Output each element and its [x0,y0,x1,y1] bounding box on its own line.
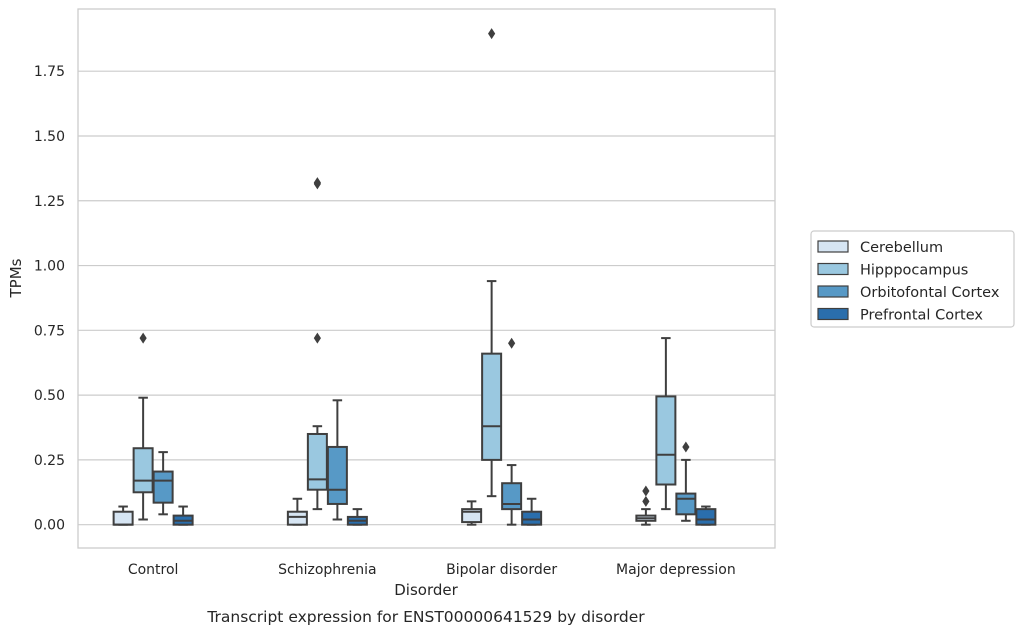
box-iqr [655,395,677,486]
box-iqr [501,482,523,511]
box-2-3 [521,497,543,526]
outlier-marker [642,495,650,507]
y-tick-label: 1.00 [34,259,65,275]
outlier-marker [508,337,516,349]
box-2-0 [461,500,483,526]
outlier-marker [682,441,690,453]
box-3-3 [695,505,717,526]
y-tick-label: 0.00 [34,518,65,534]
box-iqr [695,508,717,526]
plot-frame [77,8,776,549]
y-gridlines [78,70,775,526]
y-tick-label: 0.75 [34,323,65,339]
x-tick-label: Bipolar disorder [446,562,557,578]
x-tick-label: Control [128,562,179,578]
legend-label: Orbitofontal Cortex [860,285,1000,301]
legend: Cerebellum Hipppocampus Orbitofontal Corte… [810,230,1015,328]
box-1-0 [286,497,308,526]
box-3-0 [635,485,657,526]
box-iqr [152,470,174,504]
box-2-2 [501,337,523,526]
box-0-2 [152,451,174,516]
box-0-0 [112,505,134,526]
box-iqr [481,352,503,461]
outlier-marker [488,28,496,40]
y-axis-title: TPMs [7,258,25,298]
x-axis-title: Disorder [394,581,458,599]
x-tick-label: Major depression [616,562,736,578]
box-3-2 [675,441,697,522]
y-tick-label: 1.25 [34,194,65,210]
box-groups [112,28,717,526]
legend-label: Hipppocampus [860,263,968,279]
legend-swatch [817,307,849,321]
outlier-marker [642,485,650,497]
x-tick-label: Schizophrenia [278,562,376,578]
box-iqr [675,492,697,516]
legend-label: Prefrontal Cortex [860,308,983,324]
box-iqr [306,432,328,491]
box-iqr [132,447,154,494]
outlier-marker [313,177,321,189]
box-0-3 [172,505,194,526]
box-iqr [326,445,348,505]
box-iqr [286,510,308,526]
box-iqr [521,510,543,526]
y-tick-label: 0.25 [34,453,65,469]
x-tick-labels: Control Schizophrenia Bipolar disorder Majo… [128,562,736,578]
box-3-1 [655,337,677,511]
y-tick-label: 1.50 [34,129,65,145]
box-iqr [112,510,134,526]
legend-frame [810,230,1015,328]
outlier-marker [313,332,321,344]
y-tick-label: 1.75 [34,64,65,80]
box-1-3 [346,508,368,526]
outlier-marker [139,332,147,344]
legend-label: Cerebellum [860,240,943,256]
legend-swatch [817,285,849,298]
box-1-2 [326,399,348,521]
legend-swatch [817,262,849,276]
box-1-1 [306,177,328,511]
y-tick-label: 0.50 [34,388,65,404]
legend-swatch [817,240,849,253]
box-2-1 [481,28,503,498]
box-0-1 [132,332,154,521]
y-tick-labels: 0.00 0.25 0.50 0.75 1.00 1.25 1.50 1.75 [34,64,65,533]
figure-caption: Transcript expression for ENST0000064152… [206,608,645,626]
